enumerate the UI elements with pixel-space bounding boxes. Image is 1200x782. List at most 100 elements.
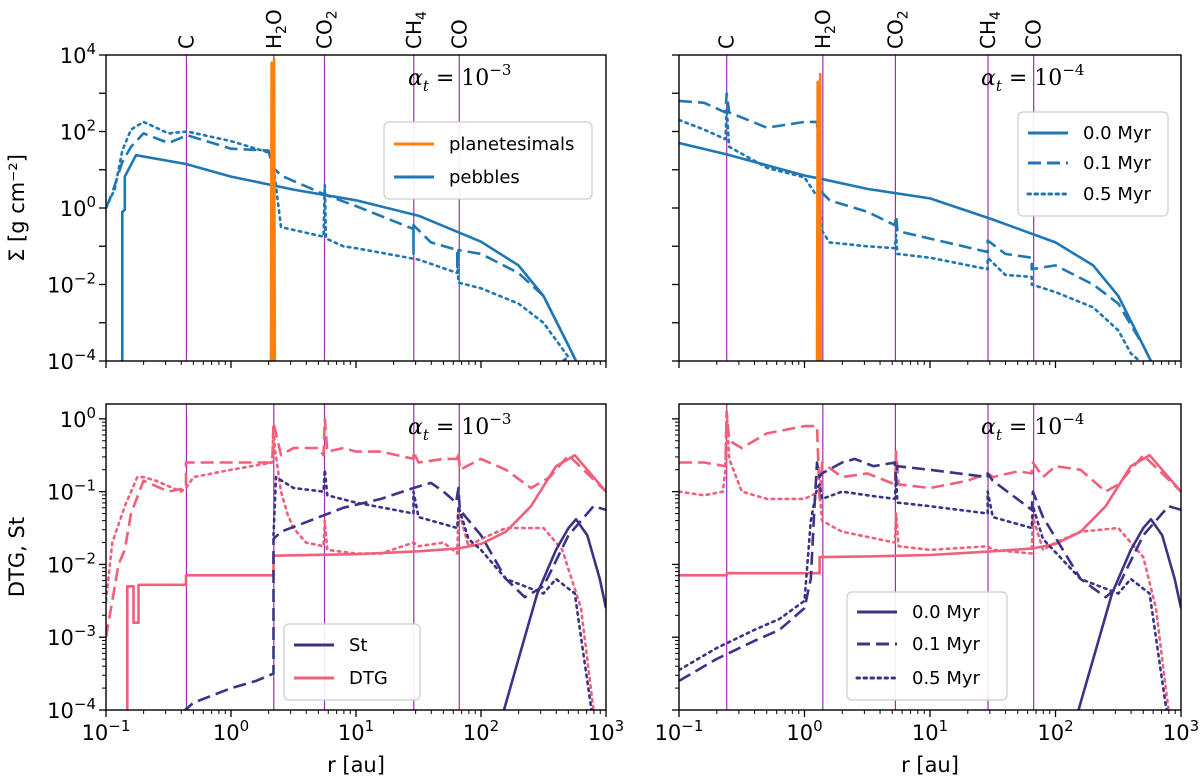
- legend-dtg-label: DTG: [349, 668, 388, 689]
- y-tick-label-base: 10: [47, 481, 74, 505]
- alpha-symbol: α: [408, 66, 423, 91]
- ice-label-tail: O: [262, 9, 286, 25]
- y-tick-label-base: 10: [60, 44, 87, 68]
- alpha-sub: t: [423, 77, 430, 95]
- alpha-exp: −3: [489, 61, 511, 79]
- y-tick-label: 102: [60, 117, 96, 145]
- y-tick-label-base: 10: [47, 626, 74, 650]
- ice-line-label: CO2: [883, 10, 911, 49]
- x-tick-label-base: 10: [82, 721, 109, 745]
- ice-line-label: C: [174, 35, 198, 49]
- ice-label-sub: 2: [325, 10, 341, 19]
- y-tick-label: 10−4: [47, 695, 96, 723]
- series-dtg-0-0-myr: [679, 453, 1181, 577]
- alpha-eq: = 10: [1002, 415, 1062, 440]
- y-tick-label-base: 10: [47, 274, 74, 298]
- y-tick-label-base: 10: [60, 121, 87, 145]
- ice-label-base: H: [811, 34, 835, 49]
- ice-label-sub: 2: [274, 25, 290, 34]
- x-tick-label: 101: [338, 717, 374, 745]
- series-pebbles-0-1-myr: [679, 92, 1153, 361]
- x-tick-label-exp: 3: [615, 717, 625, 735]
- x-tick-label-base: 10: [1163, 721, 1190, 745]
- legend-0-5-myr-label: 0.5 Myr: [1083, 184, 1152, 205]
- alpha-sub: t: [996, 77, 1003, 95]
- ice-label-base: CH: [402, 20, 426, 49]
- x-tick-label-base: 10: [912, 721, 939, 745]
- ice-line-label: CH4: [402, 11, 430, 49]
- alpha-exp: −4: [1062, 61, 1084, 79]
- ice-label-base: CO: [313, 19, 337, 49]
- y-tick-label: 100: [60, 404, 96, 432]
- ice-line-label: CO: [447, 19, 471, 49]
- y-tick-label: 10−3: [47, 622, 96, 650]
- ice-label-sub: 2: [823, 25, 839, 34]
- legend-st-label: St: [349, 635, 367, 656]
- alpha-exp: −3: [489, 410, 511, 428]
- legend-0-0-myr-label: 0.0 Myr: [1083, 123, 1152, 144]
- ice-line-label: C: [715, 35, 739, 49]
- series-planetesimals-0-0-myr: [269, 57, 277, 361]
- x-axis-label: r [au]: [901, 753, 959, 777]
- alpha-eq: = 10: [429, 66, 489, 91]
- x-tick-label: 102: [463, 717, 499, 745]
- series-st-0-5-myr: [679, 475, 1168, 710]
- alpha-annotation: αt = 10−3: [408, 61, 511, 95]
- x-tick-label-exp: −1: [108, 717, 130, 735]
- x-tick-label-exp: 1: [365, 717, 375, 735]
- series-pebbles-0-1-myr: [106, 132, 578, 361]
- y-tick-label-base: 10: [60, 197, 87, 221]
- x-tick-label-base: 10: [786, 721, 813, 745]
- ice-line-label: CH4: [976, 11, 1004, 49]
- y-tick-label: 100: [60, 193, 96, 221]
- x-tick-label: 10−1: [655, 717, 704, 745]
- y-tick-label-base: 10: [60, 408, 87, 432]
- y-tick-label-base: 10: [47, 699, 74, 723]
- ice-label-base: CO: [1022, 19, 1046, 49]
- y-tick-label: 104: [60, 40, 96, 68]
- x-tick-label: 10−1: [82, 717, 131, 745]
- axes-frame: [105, 54, 607, 362]
- series-pebbles-0-5-myr: [106, 120, 570, 361]
- legend-st-0-5-myr-label: 0.5 Myr: [912, 668, 981, 689]
- x-tick-label-exp: 1: [939, 717, 949, 735]
- ice-label-sub: 4: [414, 11, 430, 20]
- y-tick-label-exp: −4: [74, 695, 96, 713]
- x-tick-label-exp: 3: [1190, 717, 1200, 735]
- ice-label-base: H: [262, 34, 286, 49]
- alpha-annotation: αt = 10−4: [981, 410, 1084, 444]
- series-st-0-0-myr: [502, 517, 606, 710]
- y-tick-label: 10−4: [47, 346, 96, 374]
- series-st-0-1-myr: [679, 457, 1181, 683]
- y-tick-label-exp: −3: [74, 622, 96, 640]
- ice-label-sub: 2: [895, 10, 911, 19]
- series-dtg-0-5-myr: [679, 410, 1170, 710]
- ice-label-base: CH: [976, 20, 1000, 49]
- series-st-0-5-myr: [272, 468, 593, 710]
- alpha-symbol: α: [408, 415, 423, 440]
- x-tick-label: 102: [1037, 717, 1073, 745]
- x-tick-label: 103: [588, 717, 624, 745]
- series-group: [679, 72, 1153, 361]
- legend-bottom-left: [283, 623, 421, 701]
- x-tick-label-base: 10: [213, 721, 240, 745]
- y-tick-label: 10−1: [47, 477, 96, 505]
- x-tick-label-base: 10: [463, 721, 490, 745]
- y-tick-label-exp: 0: [86, 193, 96, 211]
- x-tick-label-base: 10: [588, 721, 615, 745]
- alpha-annotation: αt = 10−4: [981, 61, 1084, 95]
- x-tick-label-base: 10: [338, 721, 365, 745]
- y-tick-label-exp: 0: [86, 404, 96, 422]
- y-tick-label: 10−2: [47, 549, 96, 577]
- x-tick-label: 100: [786, 717, 822, 745]
- y-axis-label: DTG, St: [5, 517, 29, 597]
- panel-bottom-right: r [au] αt = 10−4: [672, 403, 1182, 777]
- alpha-symbol: α: [981, 66, 996, 91]
- x-tick-label-exp: 2: [490, 717, 500, 735]
- x-tick-label: 103: [1163, 717, 1199, 745]
